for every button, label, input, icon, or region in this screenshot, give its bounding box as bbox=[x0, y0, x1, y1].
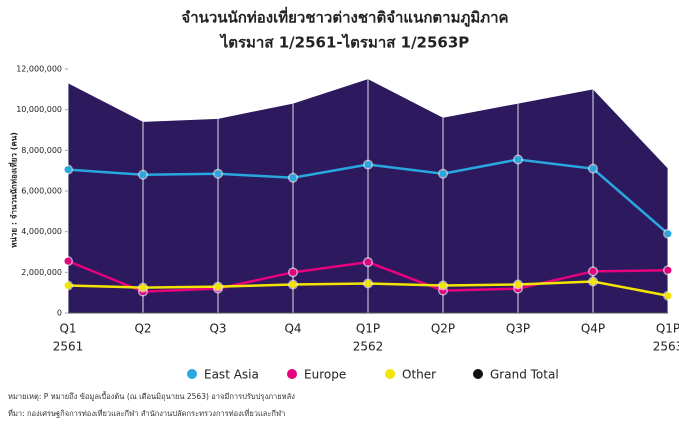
point bbox=[289, 268, 297, 276]
y-tick-label: 12,000,000 bbox=[16, 65, 62, 74]
y-tick-label: 8,000,000 bbox=[21, 146, 62, 155]
x-tick-year: 2561 bbox=[53, 340, 84, 354]
point bbox=[139, 284, 147, 292]
point bbox=[364, 161, 372, 169]
x-tick-year: 2562 bbox=[353, 340, 384, 354]
point bbox=[64, 282, 72, 290]
point bbox=[214, 283, 222, 291]
legend-label: Grand Total bbox=[490, 368, 559, 382]
legend-marker bbox=[187, 369, 197, 379]
point bbox=[289, 281, 297, 289]
x-tick-label: Q3P bbox=[506, 322, 530, 336]
legend-marker bbox=[385, 369, 395, 379]
point bbox=[589, 277, 597, 285]
point bbox=[664, 230, 672, 238]
footnote: หมายเหตุ: P หมายถึง ข้อมูลเบื้องต้น (ณ เ… bbox=[8, 391, 295, 401]
y-tick-label: 0 bbox=[57, 309, 62, 318]
point bbox=[289, 174, 297, 182]
x-tick-label: Q4 bbox=[284, 322, 301, 336]
legend-marker bbox=[287, 369, 297, 379]
y-tick-label: 2,000,000 bbox=[21, 268, 62, 277]
x-tick-label: Q4P bbox=[581, 322, 605, 336]
point bbox=[139, 171, 147, 179]
point bbox=[364, 258, 372, 266]
legend-label: Europe bbox=[304, 368, 346, 382]
point bbox=[439, 170, 447, 178]
legend-label: East Asia bbox=[204, 368, 259, 382]
source: ที่มา: กองเศรษฐกิจการท่องเที่ยวและกีฬา ส… bbox=[8, 408, 285, 418]
legend-label: Other bbox=[402, 368, 436, 382]
x-tick-label: Q2P bbox=[431, 322, 455, 336]
point bbox=[514, 155, 522, 163]
point bbox=[664, 292, 672, 300]
y-axis-title: หน่วย : จำนวนนักท่องเที่ยว (คน) bbox=[8, 132, 19, 248]
y-tick-label: 4,000,000 bbox=[21, 227, 62, 236]
chart-subtitle: ไตรมาส 1/2561-ไตรมาส 1/2563P bbox=[219, 33, 470, 52]
point bbox=[439, 282, 447, 290]
legend-marker bbox=[473, 369, 483, 379]
y-tick-label: 6,000,000 bbox=[21, 187, 62, 196]
x-tick-label: Q1 bbox=[59, 322, 76, 336]
x-tick-label: Q3 bbox=[209, 322, 226, 336]
point bbox=[514, 281, 522, 289]
y-tick-label: 10,000,000 bbox=[16, 105, 62, 114]
point bbox=[64, 257, 72, 265]
point bbox=[364, 280, 372, 288]
x-tick-label: Q1P bbox=[356, 322, 380, 336]
x-tick-year: 2563 bbox=[653, 340, 679, 354]
chart-title: จำนวนนักท่องเที่ยวชาวต่างชาติจำแนกตามภูม… bbox=[181, 7, 508, 28]
x-tick-label: Q2 bbox=[134, 322, 151, 336]
x-tick-label: Q1P bbox=[656, 322, 679, 336]
point bbox=[589, 165, 597, 173]
point bbox=[589, 267, 597, 275]
point bbox=[664, 266, 672, 274]
point bbox=[64, 166, 72, 174]
point bbox=[214, 170, 222, 178]
